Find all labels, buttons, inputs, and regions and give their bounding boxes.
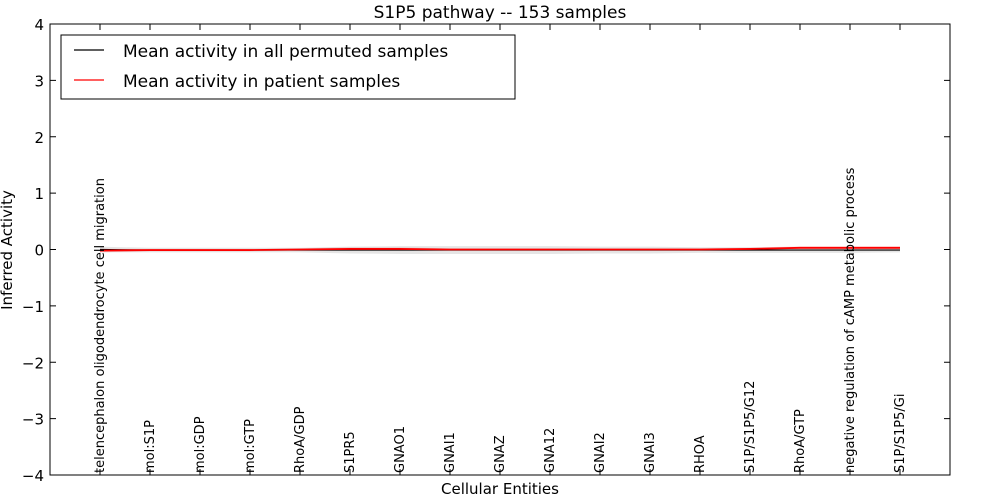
y-tick-label: 2 xyxy=(34,129,44,147)
x-tick-label: RhoA/GDP xyxy=(293,406,308,473)
x-tick-label: GNAI2 xyxy=(593,432,608,473)
x-tick-label: mol:S1P xyxy=(143,420,158,473)
y-tick-label: −4 xyxy=(22,467,44,485)
y-tick-label: 0 xyxy=(34,242,44,260)
x-tick-label: telencephalon oligodendrocyte cell migra… xyxy=(93,178,108,473)
x-tick-label: negative regulation of cAMP metabolic pr… xyxy=(843,167,858,473)
x-tick-label: mol:GDP xyxy=(193,416,208,473)
x-tick-label: S1P/S1P5/G12 xyxy=(743,381,758,473)
x-tick-label: GNAI3 xyxy=(643,432,658,473)
x-tick-label: RhoA/GTP xyxy=(793,409,808,473)
y-tick-label: 4 xyxy=(34,16,44,34)
legend-box xyxy=(60,34,516,100)
y-tick-label: −3 xyxy=(22,411,44,429)
x-tick-label: S1P/S1P5/Gi xyxy=(893,394,908,473)
y-axis: −4 −3 −2 −1 0 1 2 3 4 xyxy=(22,16,950,485)
x-axis-label: Cellular Entities xyxy=(441,480,559,498)
y-tick-label: 3 xyxy=(34,72,44,90)
y-axis-label: Inferred Activity xyxy=(0,190,16,310)
series-lines xyxy=(99,246,900,252)
x-axis: telencephalon oligodendrocyte cell migra… xyxy=(93,24,908,475)
x-tick-label: RHOA xyxy=(693,435,708,473)
chart-title: S1P5 pathway -- 153 samples xyxy=(374,3,627,23)
x-tick-label: S1PR5 xyxy=(343,431,358,473)
series-line-1 xyxy=(99,246,900,252)
x-tick-label: GNAZ xyxy=(493,435,508,473)
legend-label-patient: Mean activity in patient samples xyxy=(123,72,400,92)
y-tick-label: −2 xyxy=(22,354,44,372)
legend: Mean activity in all permuted samples Me… xyxy=(60,34,516,100)
x-tick-label: GNAI1 xyxy=(443,432,458,473)
y-tick-label: −1 xyxy=(22,298,44,316)
legend-label-permuted: Mean activity in all permuted samples xyxy=(123,42,448,62)
y-tick-label: 1 xyxy=(34,185,44,203)
x-tick-label: GNAO1 xyxy=(393,426,408,473)
x-tick-label: mol:GTP xyxy=(243,419,258,473)
x-tick-label: GNA12 xyxy=(543,428,558,473)
